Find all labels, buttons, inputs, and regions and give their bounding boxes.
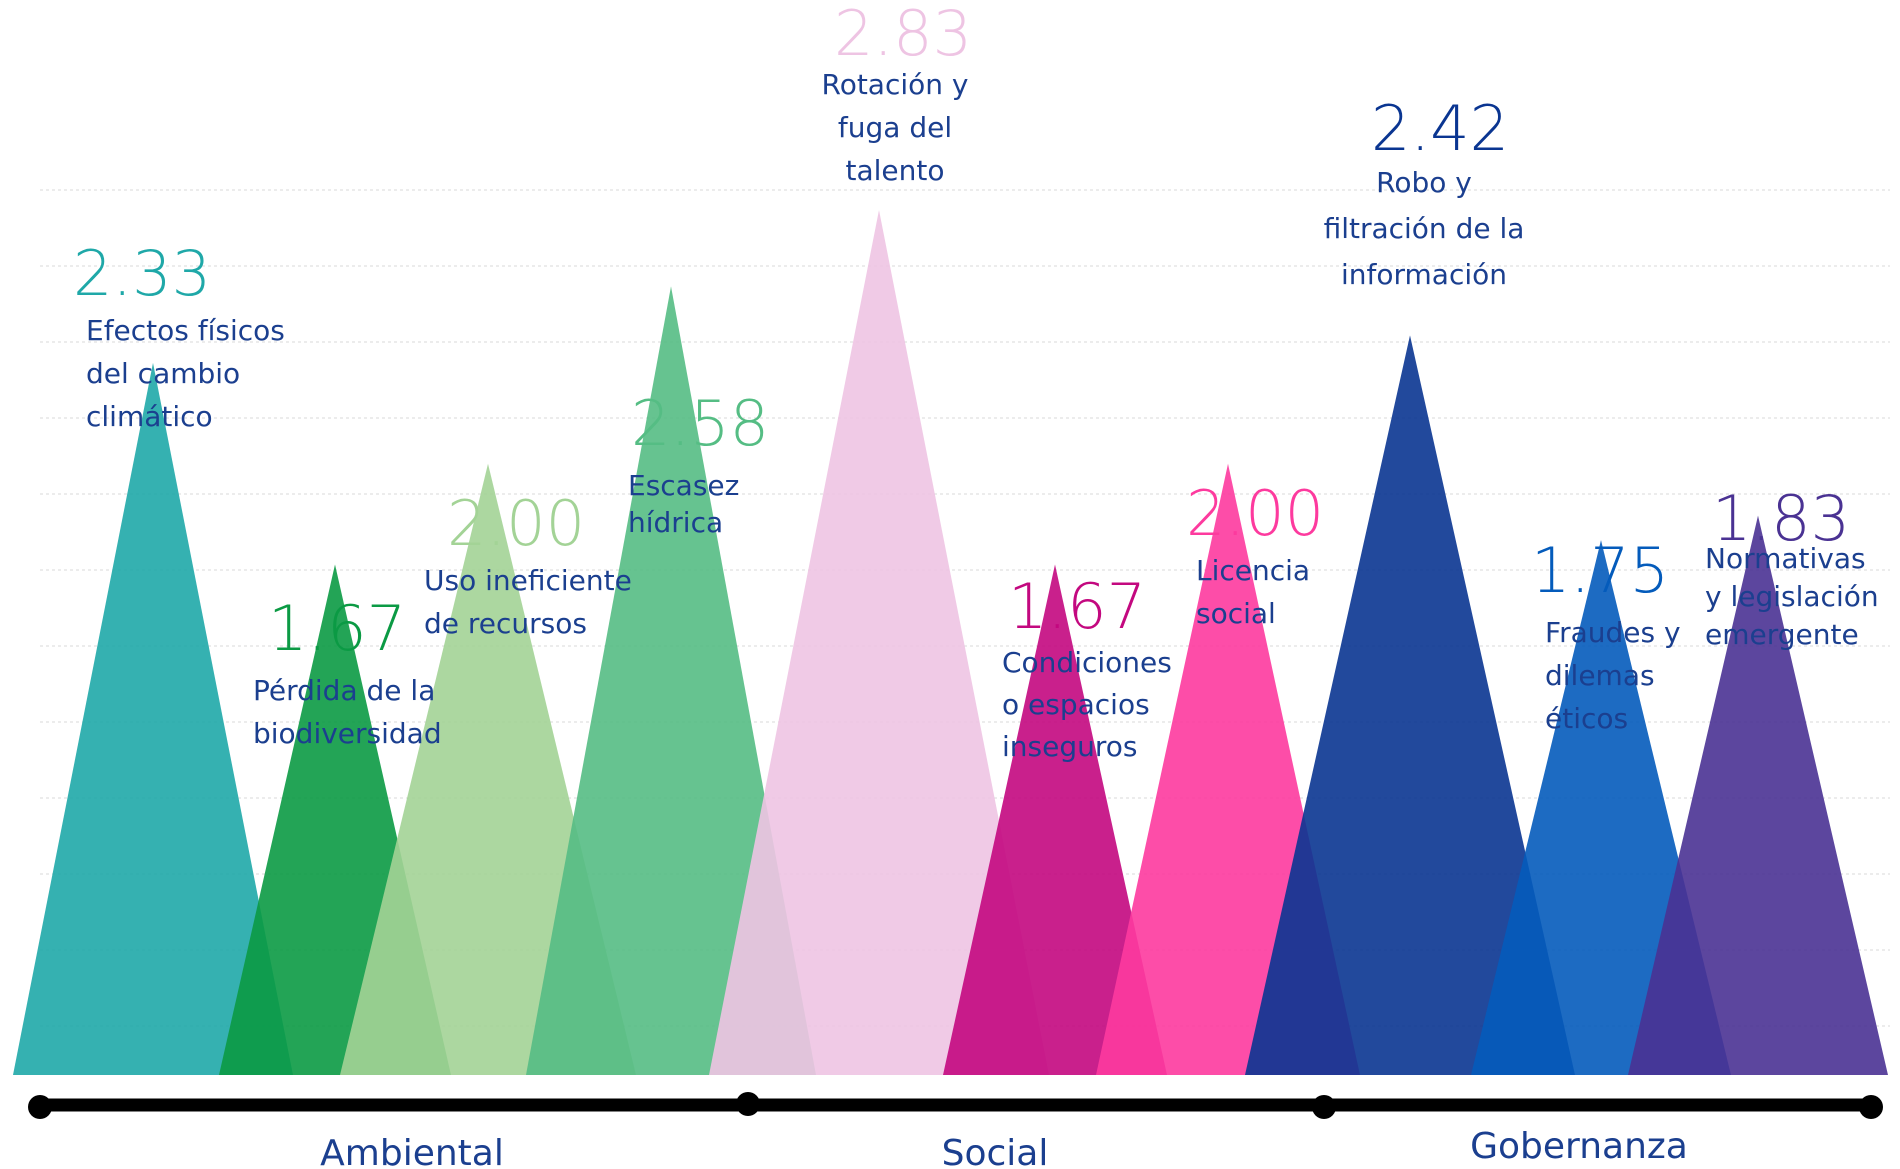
peaks [13, 210, 1888, 1076]
value-label: 2.83 [834, 0, 972, 70]
risk-label-line: Escasez [628, 469, 739, 502]
peak-8 [1245, 335, 1575, 1076]
risk-label: Pérdida de la biodiversidad [253, 674, 442, 750]
risk-labels: Efectos físicos del cambio climático Pérdid… [86, 68, 1879, 763]
risk-label-line: inseguros [1002, 730, 1137, 763]
risk-label-line: climático [86, 400, 213, 433]
value-label: 2.58 [631, 387, 769, 460]
risk-label: Robo y filtración de la información [1324, 166, 1525, 291]
risk-label-line: filtración de la [1324, 212, 1525, 245]
value-label: 2.33 [73, 237, 211, 310]
axis-dot [1859, 1095, 1883, 1119]
category-axis [28, 1092, 1883, 1119]
risk-label-line: Efectos físicos [86, 314, 285, 347]
risk-label-line: Rotación y [822, 68, 969, 101]
value-label: 2.00 [447, 487, 585, 560]
risk-label-line: Uso ineficiente [424, 564, 632, 597]
risk-label-line: Condiciones [1002, 646, 1172, 679]
value-label: 2.00 [1186, 477, 1324, 550]
value-label: 1.67 [268, 592, 406, 665]
risk-label: Uso ineficiente de recursos [424, 564, 632, 640]
risk-label-line: talento [846, 154, 945, 187]
category-labels: Ambiental Social Gobernanza [320, 1126, 1688, 1169]
peak-6 [943, 564, 1167, 1075]
category-label-social: Social [942, 1133, 1049, 1169]
risk-label-line: éticos [1545, 702, 1628, 735]
value-labels: 2.33 1.67 2.00 2.58 2.83 1.67 2.00 2.42 1.75 1.83 [73, 0, 1850, 665]
risk-label-line: biodiversidad [253, 717, 442, 750]
risk-label-line: Pérdida de la [253, 674, 435, 707]
risk-label: Normativas y legislación emergente [1705, 542, 1879, 651]
risk-label-line: emergente [1705, 618, 1859, 651]
risk-label-line: Licencia [1196, 554, 1310, 587]
risk-label: Escasez hídrica [628, 469, 739, 539]
risk-label-line: del cambio [86, 357, 240, 390]
risk-label-line: Normativas [1705, 542, 1866, 575]
value-label: 1.83 [1712, 482, 1850, 555]
risk-label: Licencia social [1196, 554, 1310, 630]
value-label: 1.75 [1531, 534, 1669, 607]
risk-label: Rotación y fuga del talento [822, 68, 969, 187]
axis-dot [736, 1092, 760, 1116]
peak-1 [13, 362, 293, 1075]
risk-label-line: Fraudes y [1545, 616, 1681, 649]
value-label: 1.67 [1008, 570, 1146, 643]
peak-10 [1628, 515, 1888, 1075]
risk-label-line: hídrica [628, 506, 723, 539]
risk-label: Efectos físicos del cambio climático [86, 314, 285, 433]
risk-label: Fraudes y dilemas éticos [1545, 616, 1681, 735]
risk-label-line: fuga del [838, 111, 952, 144]
risk-label-line: social [1196, 597, 1276, 630]
risk-label-line: dilemas [1545, 659, 1655, 692]
category-label-gobernanza: Gobernanza [1470, 1126, 1688, 1167]
risk-label-line: Robo y [1376, 166, 1472, 199]
axis-dot [1312, 1095, 1336, 1119]
value-label: 2.42 [1371, 92, 1509, 165]
risk-label-line: y legislación [1705, 580, 1879, 613]
peak-5 [709, 210, 1049, 1075]
risk-label-line: de recursos [424, 607, 587, 640]
risk-label-line: información [1341, 258, 1507, 291]
category-label-ambiental: Ambiental [320, 1133, 504, 1169]
risk-label: Condiciones o espacios inseguros [1002, 646, 1172, 763]
peak-4 [526, 286, 816, 1075]
risk-label-line: o espacios [1002, 688, 1150, 721]
axis-dot [28, 1095, 52, 1119]
